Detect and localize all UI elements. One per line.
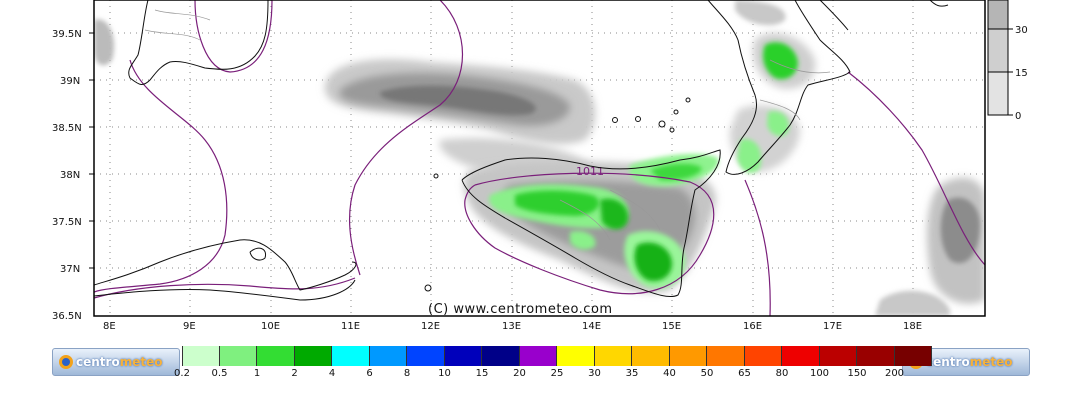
lat-label: 36.5N bbox=[52, 311, 82, 322]
colorbar-cell bbox=[819, 346, 857, 366]
colorbar-label: 25 bbox=[550, 368, 564, 379]
centrometeo-logo-left: centrometeo bbox=[52, 348, 180, 376]
colorbar-cell bbox=[782, 346, 820, 366]
isobars bbox=[94, 0, 985, 316]
colorbar-label: 80 bbox=[775, 368, 789, 379]
lon-label: 8E bbox=[103, 321, 116, 332]
colorbar-label: 20 bbox=[513, 368, 526, 379]
side-scale-tick: 30 bbox=[1015, 25, 1028, 36]
lon-label: 14E bbox=[582, 321, 601, 332]
colorbar-label: 15 bbox=[475, 368, 489, 379]
map-frame bbox=[93, 0, 986, 317]
precip-green bbox=[488, 42, 798, 289]
colorbar-cell bbox=[257, 346, 295, 366]
lon-label: 16E bbox=[743, 321, 762, 332]
colorbar-label: 4 bbox=[328, 368, 336, 379]
lat-label: 38N bbox=[60, 170, 80, 181]
colorbar-cell bbox=[519, 346, 557, 366]
lat-label: 39.5N bbox=[52, 29, 82, 40]
logo-icon bbox=[59, 355, 73, 369]
colorbar-cell bbox=[444, 346, 482, 366]
colorbar-label: 100 bbox=[809, 368, 830, 379]
colorbar-cell bbox=[857, 346, 895, 366]
coastlines bbox=[94, 0, 985, 301]
colorbar-labels: 0.2 0.5 1 2 4 6 8 10 15 20 25 30 35 40 50 65 80 100 150 200 bbox=[0, 368, 1080, 382]
colorbar-label: 2 bbox=[291, 368, 298, 379]
colorbar-cell bbox=[707, 346, 745, 366]
lon-label: 12E bbox=[421, 321, 440, 332]
colorbar-cell bbox=[594, 346, 632, 366]
colorbar-cell bbox=[632, 346, 670, 366]
latitude-labels: 39.5N 39N 38.5N 38N 37.5N 37N 36.5N bbox=[52, 29, 82, 322]
colorbar-label: 150 bbox=[847, 368, 867, 379]
side-scale-tick: 0 bbox=[1015, 111, 1021, 122]
lon-label: 17E bbox=[823, 321, 842, 332]
colorbar-cell bbox=[219, 346, 257, 366]
colorbar-label: 8 bbox=[403, 368, 411, 379]
colorbar-label: 1 bbox=[253, 368, 261, 379]
lat-label: 37.5N bbox=[52, 217, 82, 228]
lon-label: 10E bbox=[261, 321, 280, 332]
colorbar-cell bbox=[557, 346, 595, 366]
lon-label: 13E bbox=[502, 321, 521, 332]
isobar-label: 1011 bbox=[576, 165, 604, 178]
colorbar-cell bbox=[482, 346, 520, 366]
lat-label: 37N bbox=[60, 264, 80, 275]
colorbar-cell bbox=[669, 346, 707, 366]
lon-label: 18E bbox=[903, 321, 922, 332]
lat-ticks bbox=[89, 32, 94, 269]
side-scale-tick: 15 bbox=[1015, 68, 1028, 79]
colorbar-cell bbox=[369, 346, 407, 366]
colorbar-label: 65 bbox=[738, 368, 751, 379]
colorbar-label: 0.2 bbox=[174, 368, 190, 379]
precip-colorbar bbox=[182, 346, 932, 366]
lon-label: 9E bbox=[183, 321, 196, 332]
region-borders bbox=[144, 9, 831, 241]
colorbar-label: 30 bbox=[588, 368, 601, 379]
logo-text: centrometeo bbox=[76, 355, 163, 369]
colorbar-label: 10 bbox=[438, 368, 451, 379]
colorbar-cell bbox=[182, 346, 220, 366]
colorbar-label: 200 bbox=[884, 368, 905, 379]
logo-text: centrometeo bbox=[926, 355, 1013, 369]
colorbar-cell bbox=[744, 346, 782, 366]
longitude-labels: 8E 9E 10E 11E 12E 13E 14E 15E 16E 17E 18… bbox=[103, 321, 922, 332]
colorbar-cell bbox=[294, 346, 332, 366]
lat-label: 38.5N bbox=[52, 123, 82, 134]
lat-label: 39N bbox=[60, 76, 80, 87]
colorbar-label: 50 bbox=[700, 368, 714, 379]
copyright-text: (C) www.centrometeo.com bbox=[428, 302, 613, 317]
lon-label: 15E bbox=[662, 321, 681, 332]
side-scale: 30 15 0 bbox=[987, 0, 1028, 122]
colorbar-cell bbox=[894, 346, 932, 366]
colorbar-label: 35 bbox=[625, 368, 639, 379]
colorbar-label: 40 bbox=[663, 368, 676, 379]
colorbar-label: 0.5 bbox=[211, 368, 228, 379]
colorbar-cell bbox=[332, 346, 370, 366]
colorbar-label: 6 bbox=[366, 368, 373, 379]
colorbar-cell bbox=[407, 346, 445, 366]
lon-label: 11E bbox=[341, 321, 360, 332]
